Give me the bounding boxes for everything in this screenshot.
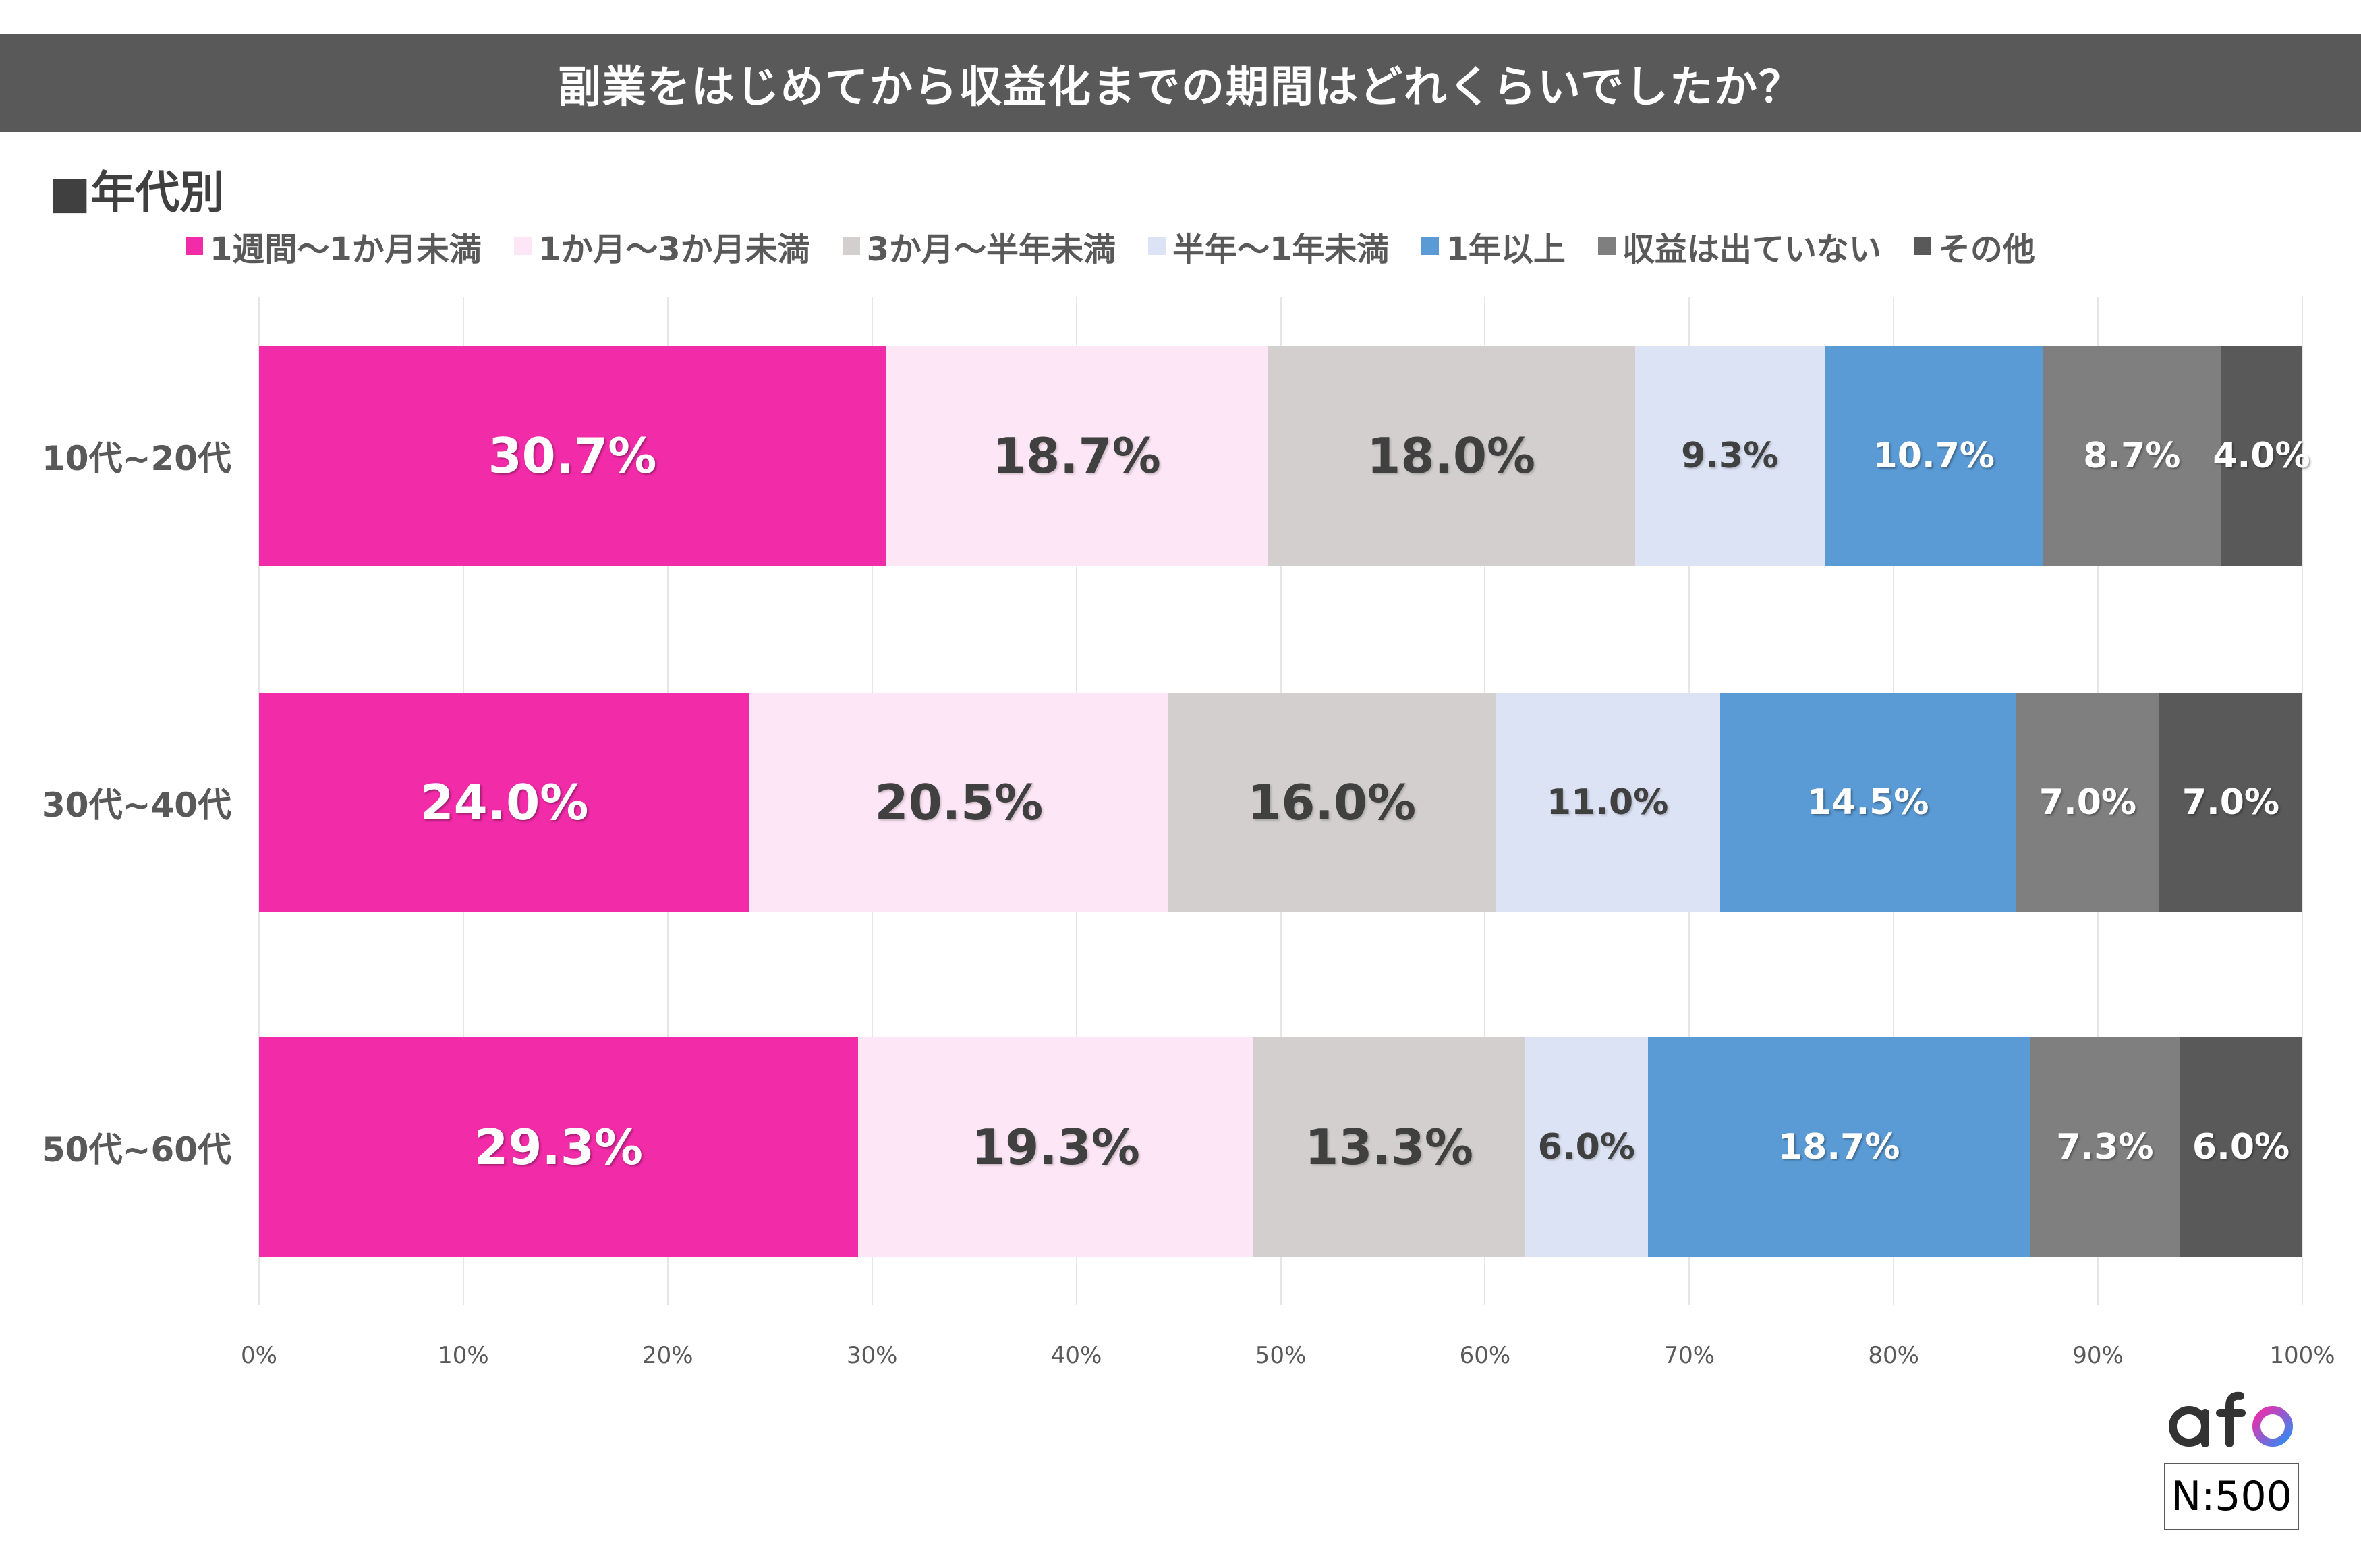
bar-segment: 19.3% [858,1037,1253,1257]
x-tick-label: 100% [2269,1342,2335,1369]
bar-segment: 20.5% [749,693,1168,912]
bar-segment: 14.5% [1719,693,2016,912]
x-tick-label: 50% [1255,1342,1307,1369]
data-label: 18.0% [1367,428,1536,484]
chart-title-bar: 副業をはじめてから収益化までの期間はどれくらいでしたか？ [0,34,2361,132]
legend-swatch [186,237,203,255]
data-label: 7.3% [2056,1127,2154,1167]
bar-segment: 7.0% [2016,693,2159,912]
bar-segment: 30.7% [259,346,886,566]
x-tick-label: 90% [2072,1342,2124,1369]
legend-item: 1年以上 [1421,223,1566,270]
gridline [2302,297,2303,1305]
legend-label: その他 [1937,231,2035,268]
sample-size: N:500 [2171,1473,2292,1520]
legend-label: 1か月～3か月未満 [538,231,810,268]
category-label: 30代~40代 [42,786,232,825]
data-label: 20.5% [874,774,1044,831]
data-label: 6.0% [1537,1127,1635,1167]
data-label: 9.3% [1681,436,1779,476]
legend-label: 収益は出ていない [1622,231,1881,268]
legend-swatch [513,237,532,255]
bar-segment: 13.3% [1253,1037,1525,1257]
data-label: 18.7% [1778,1127,1900,1167]
bar-segment: 6.0% [1525,1037,1648,1257]
category-label: 10代~20代 [42,439,232,478]
bar-segment: 11.0% [1495,693,1720,912]
legend-swatch [1148,237,1166,255]
sample-size-box: N:500 [2164,1463,2299,1530]
bar-segment: 6.0% [2180,1037,2302,1257]
legend-swatch [842,237,860,255]
bar-segment: 18.7% [885,346,1268,566]
legend-label: 1週間～1か月未満 [210,231,482,268]
bar-segment: 24.0% [259,693,749,912]
afb-logo [2169,1389,2293,1447]
data-label: 13.3% [1305,1119,1474,1175]
data-label: 6.0% [2192,1127,2290,1167]
bar-segment: 18.0% [1267,346,1635,566]
data-label: 4.0% [2213,436,2310,476]
bar-segment: 18.7% [1647,1037,2030,1257]
legend-item: 3か月～半年未満 [842,223,1116,270]
category-label: 50代~60代 [42,1130,232,1169]
chart-title: 副業をはじめてから収益化までの期間はどれくらいでしたか？ [557,62,1804,113]
legend-item: 収益は出ていない [1597,223,1881,270]
data-label: 16.0% [1247,774,1417,831]
x-tick-label: 10% [438,1342,489,1369]
data-label: 29.3% [474,1119,644,1175]
chart-subtitle: ■年代別 [49,167,225,219]
data-label: 18.7% [992,428,1161,484]
x-tick-label: 20% [642,1342,693,1369]
data-label: 19.3% [971,1119,1140,1175]
data-label: 14.5% [1807,782,1929,823]
legend-label: 1年以上 [1446,231,1566,268]
x-tick-label: 30% [846,1342,898,1369]
legend-item: 1か月～3か月未満 [513,223,810,270]
legend-item: その他 [1913,223,2035,270]
bar-segment: 4.0% [2213,346,2310,566]
data-label: 10.7% [1873,436,1995,476]
data-label: 30.7% [488,428,657,484]
data-label: 7.0% [2039,782,2137,823]
bar-segment: 29.3% [259,1037,859,1257]
data-label: 7.0% [2182,782,2280,823]
legend-label: 3か月～半年未満 [866,231,1116,268]
legend-item: 半年～1年未満 [1148,223,1389,270]
data-label: 24.0% [420,774,589,831]
x-tick-label: 40% [1050,1342,1102,1369]
x-tick-label: 0% [241,1342,277,1369]
bar-segment: 7.0% [2159,693,2302,912]
data-label: 8.7% [2083,436,2181,476]
x-tick-label: 80% [1868,1342,1919,1369]
legend-swatch [1421,237,1440,255]
bar-segment: 16.0% [1168,693,1496,912]
bar-segment: 9.3% [1634,346,1825,566]
legend-item: 1週間～1か月未満 [186,223,482,270]
bar-segment: 8.7% [2043,346,2221,566]
x-tick-label: 70% [1663,1342,1715,1369]
x-tick-label: 60% [1459,1342,1511,1369]
legend-swatch [1597,237,1616,255]
bar-segment: 7.3% [2030,1037,2180,1257]
bar-segment: 10.7% [1824,346,2043,566]
legend-swatch [1913,237,1931,255]
legend-label: 半年～1年未満 [1172,231,1390,268]
legend: 1週間～1か月未満 1か月～3か月未満 3か月～半年未満 半年～1年未満 1年以上 収益は… [186,223,2068,270]
data-label: 11.0% [1546,782,1669,823]
